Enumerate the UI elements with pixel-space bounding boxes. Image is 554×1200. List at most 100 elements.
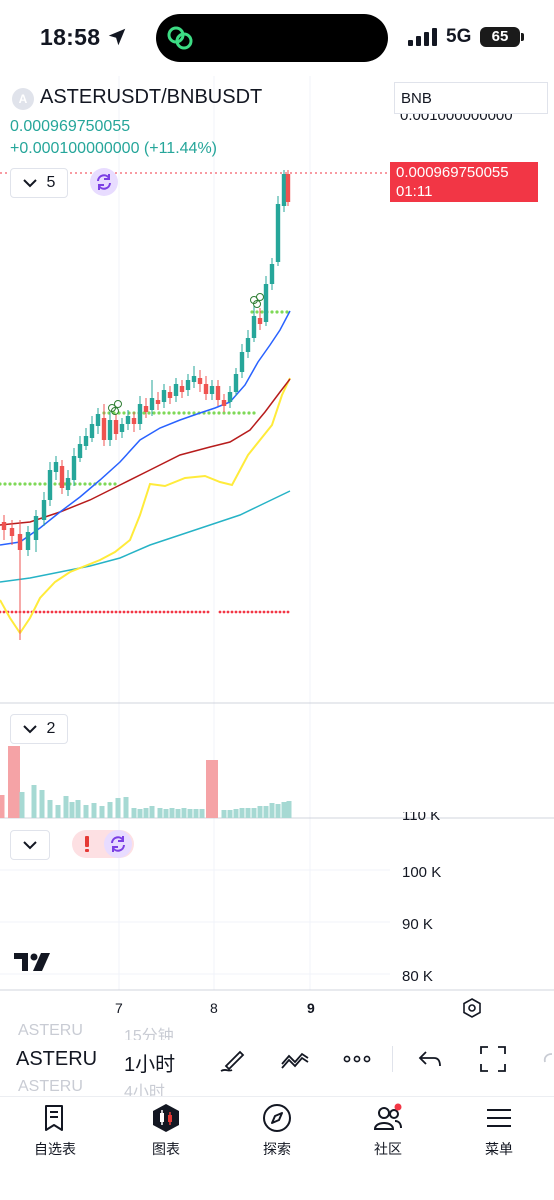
- volume-bar-up: [286, 801, 292, 818]
- candle-up: [47, 470, 53, 500]
- volume-bar-up: [115, 798, 121, 818]
- pattern-marker: [108, 293, 264, 415]
- support-dot: [23, 482, 27, 486]
- volume-bar-up: [149, 806, 155, 818]
- tradingview-logo-icon[interactable]: [14, 950, 56, 974]
- alert-icon[interactable]: [82, 835, 92, 853]
- volume-bar-up: [99, 806, 105, 818]
- support-dot: [227, 411, 231, 415]
- dynamic-island: [156, 14, 388, 62]
- exchange-badge: A: [12, 88, 34, 110]
- candle-up: [209, 386, 215, 394]
- volume-bar-up: [269, 803, 275, 818]
- support-dot: [18, 482, 22, 486]
- tab-label: 图表: [152, 1141, 180, 1157]
- more-icon[interactable]: [342, 1044, 372, 1074]
- alert-group[interactable]: [72, 830, 134, 858]
- undo-icon[interactable]: [416, 1044, 446, 1074]
- support-dot: [172, 411, 176, 415]
- resistance-dot: [186, 610, 190, 614]
- indicator-count: 5: [46, 174, 56, 191]
- support-dot: [3, 482, 7, 486]
- compare-symbol-input[interactable]: [394, 82, 548, 114]
- support-dot: [157, 411, 161, 415]
- fullscreen-icon[interactable]: [478, 1044, 508, 1074]
- volume-bar-up: [193, 809, 199, 818]
- chevron-down-icon: [22, 179, 37, 188]
- symbol-picker[interactable]: ASTERU: [16, 1048, 98, 1070]
- support-dot: [232, 411, 236, 415]
- candle-up: [107, 420, 113, 440]
- volume-axis-label: 90 K: [402, 916, 433, 933]
- volume-bar-up: [39, 790, 45, 818]
- sync-icon[interactable]: [90, 168, 118, 196]
- volume-axis-label: 100 K: [402, 864, 442, 881]
- resistance-dot: [182, 610, 186, 614]
- tab-menu[interactable]: 菜单: [449, 1103, 549, 1163]
- support-dot: [285, 310, 289, 314]
- resistance-dot: [194, 610, 198, 614]
- support-dot: [260, 310, 264, 314]
- resistance-dot: [262, 610, 266, 614]
- volume-bar-up: [123, 797, 129, 818]
- resistance-level: [0, 610, 290, 614]
- sync-icon[interactable]: [104, 830, 132, 858]
- volume-bar-up: [107, 802, 113, 818]
- resistance-dot: [102, 610, 106, 614]
- symbol-option[interactable]: ASTERU: [18, 1078, 83, 1095]
- indicators-toggle-button[interactable]: 5: [10, 168, 68, 198]
- indicator-icon[interactable]: [280, 1044, 310, 1074]
- interval-option[interactable]: 4小时: [124, 1084, 165, 1096]
- support-dot: [212, 411, 216, 415]
- volume-bar-up: [69, 802, 75, 818]
- volume-bar-up: [233, 809, 239, 818]
- support-dot: [217, 411, 221, 415]
- interval-picker[interactable]: 1小时: [124, 1054, 176, 1076]
- support-dot: [152, 411, 156, 415]
- candle-down: [285, 174, 291, 202]
- support-dot: [108, 482, 112, 486]
- resistance-dot: [190, 610, 194, 614]
- x-axis-label: 7: [115, 1000, 123, 1016]
- support-dot: [182, 411, 186, 415]
- support-dot: [187, 411, 191, 415]
- support-dot: [162, 411, 166, 415]
- support-dot: [280, 310, 284, 314]
- price-chart[interactable]: [0, 76, 554, 1022]
- support-dot: [33, 482, 37, 486]
- resistance-dot: [166, 610, 170, 614]
- settings-icon[interactable]: [462, 998, 482, 1018]
- candle-down: [257, 318, 263, 324]
- volume-bar-up: [251, 808, 257, 818]
- tab-chart[interactable]: 图表: [116, 1103, 216, 1163]
- resistance-dot: [126, 610, 130, 614]
- support-dot: [275, 310, 279, 314]
- pane-toggle-button[interactable]: [10, 830, 50, 860]
- candle-up: [269, 264, 275, 284]
- volume-bar-up: [199, 809, 205, 818]
- volume-bar-up: [221, 810, 227, 818]
- candle-down: [143, 406, 149, 412]
- volume-axis-label: 110 K: [402, 812, 441, 824]
- tab-watchlist[interactable]: 自选表: [5, 1103, 105, 1163]
- resistance-dot: [242, 610, 246, 614]
- support-dot: [147, 411, 151, 415]
- candle-up: [71, 456, 77, 480]
- pen-icon[interactable]: [218, 1044, 248, 1074]
- tab-label: 自选表: [34, 1141, 76, 1157]
- resistance-dot: [250, 610, 254, 614]
- candle-up: [233, 374, 239, 392]
- interval-option[interactable]: 15分钟: [124, 1028, 174, 1040]
- last-price-label: 0.000969750055 01:11: [390, 162, 538, 202]
- candle-up: [137, 404, 143, 424]
- volume-toggle-button[interactable]: 2: [10, 714, 68, 744]
- partial-icon[interactable]: [538, 1044, 554, 1074]
- pair-title[interactable]: ASTERUSDT/BNBUSDT: [40, 86, 263, 108]
- candle-up: [245, 338, 251, 352]
- status-time: 18:58: [40, 24, 101, 50]
- candle-down: [17, 534, 23, 550]
- symbol-option[interactable]: ASTERU: [18, 1022, 83, 1039]
- support-dot: [98, 482, 102, 486]
- tab-explore[interactable]: 探索: [227, 1103, 327, 1163]
- tab-community[interactable]: 社区: [338, 1103, 438, 1163]
